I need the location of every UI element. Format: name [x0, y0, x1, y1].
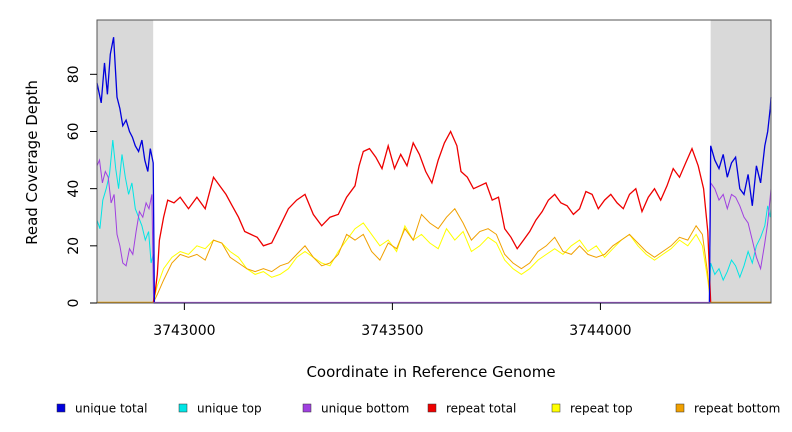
- series-lines: [96, 37, 772, 304]
- series-line-unique-total: [96, 37, 772, 304]
- x-tick-label: 3743500: [361, 323, 423, 339]
- x-tick-label: 3744000: [569, 323, 631, 339]
- x-axis-title: Coordinate in Reference Genome: [306, 363, 555, 381]
- x-tick-label: 3743000: [153, 323, 215, 339]
- legend-item-repeat-top: repeat top: [551, 402, 633, 416]
- series-line-unique-bottom: [96, 158, 772, 304]
- shaded-region-1: [97, 20, 154, 303]
- legend-label: unique total: [75, 402, 147, 416]
- legend-swatch: [427, 403, 437, 413]
- y-tick-label: 0: [66, 299, 82, 308]
- legend-item-repeat-total: repeat total: [427, 402, 516, 416]
- legend-item-unique-bottom: unique bottom: [302, 402, 409, 416]
- series-line-unique-top: [96, 140, 772, 304]
- series-line-repeat-bottom: [152, 207, 712, 304]
- x-axis: 3743000 3743500 3744000: [153, 303, 632, 339]
- legend-swatch: [675, 403, 685, 413]
- series-line-repeat-total: [152, 130, 712, 304]
- legend-label: unique bottom: [321, 402, 409, 416]
- y-axis: 0 20 40 60 80: [66, 65, 97, 307]
- y-tick-label: 20: [66, 237, 82, 255]
- legend-item-unique-total: unique total: [56, 402, 147, 416]
- legend-swatch: [56, 403, 66, 413]
- legend: unique total unique top unique bottom repea…: [56, 402, 780, 416]
- shaded-regions: [97, 20, 771, 303]
- legend-label: repeat total: [446, 402, 516, 416]
- plot-frame: [96, 19, 772, 304]
- legend-label: repeat bottom: [694, 402, 780, 416]
- y-axis-title: Read Coverage Depth: [23, 80, 41, 245]
- y-tick-label: 80: [66, 65, 82, 83]
- legend-item-repeat-bottom: repeat bottom: [675, 402, 780, 416]
- legend-swatch: [178, 403, 188, 413]
- legend-swatch: [551, 403, 561, 413]
- legend-label: repeat top: [570, 402, 633, 416]
- legend-item-unique-top: unique top: [178, 402, 262, 416]
- y-tick-label: 60: [66, 123, 82, 141]
- legend-label: unique top: [197, 402, 262, 416]
- legend-swatch: [302, 403, 312, 413]
- series-line-repeat-top: [152, 222, 712, 304]
- y-tick-label: 40: [66, 180, 82, 198]
